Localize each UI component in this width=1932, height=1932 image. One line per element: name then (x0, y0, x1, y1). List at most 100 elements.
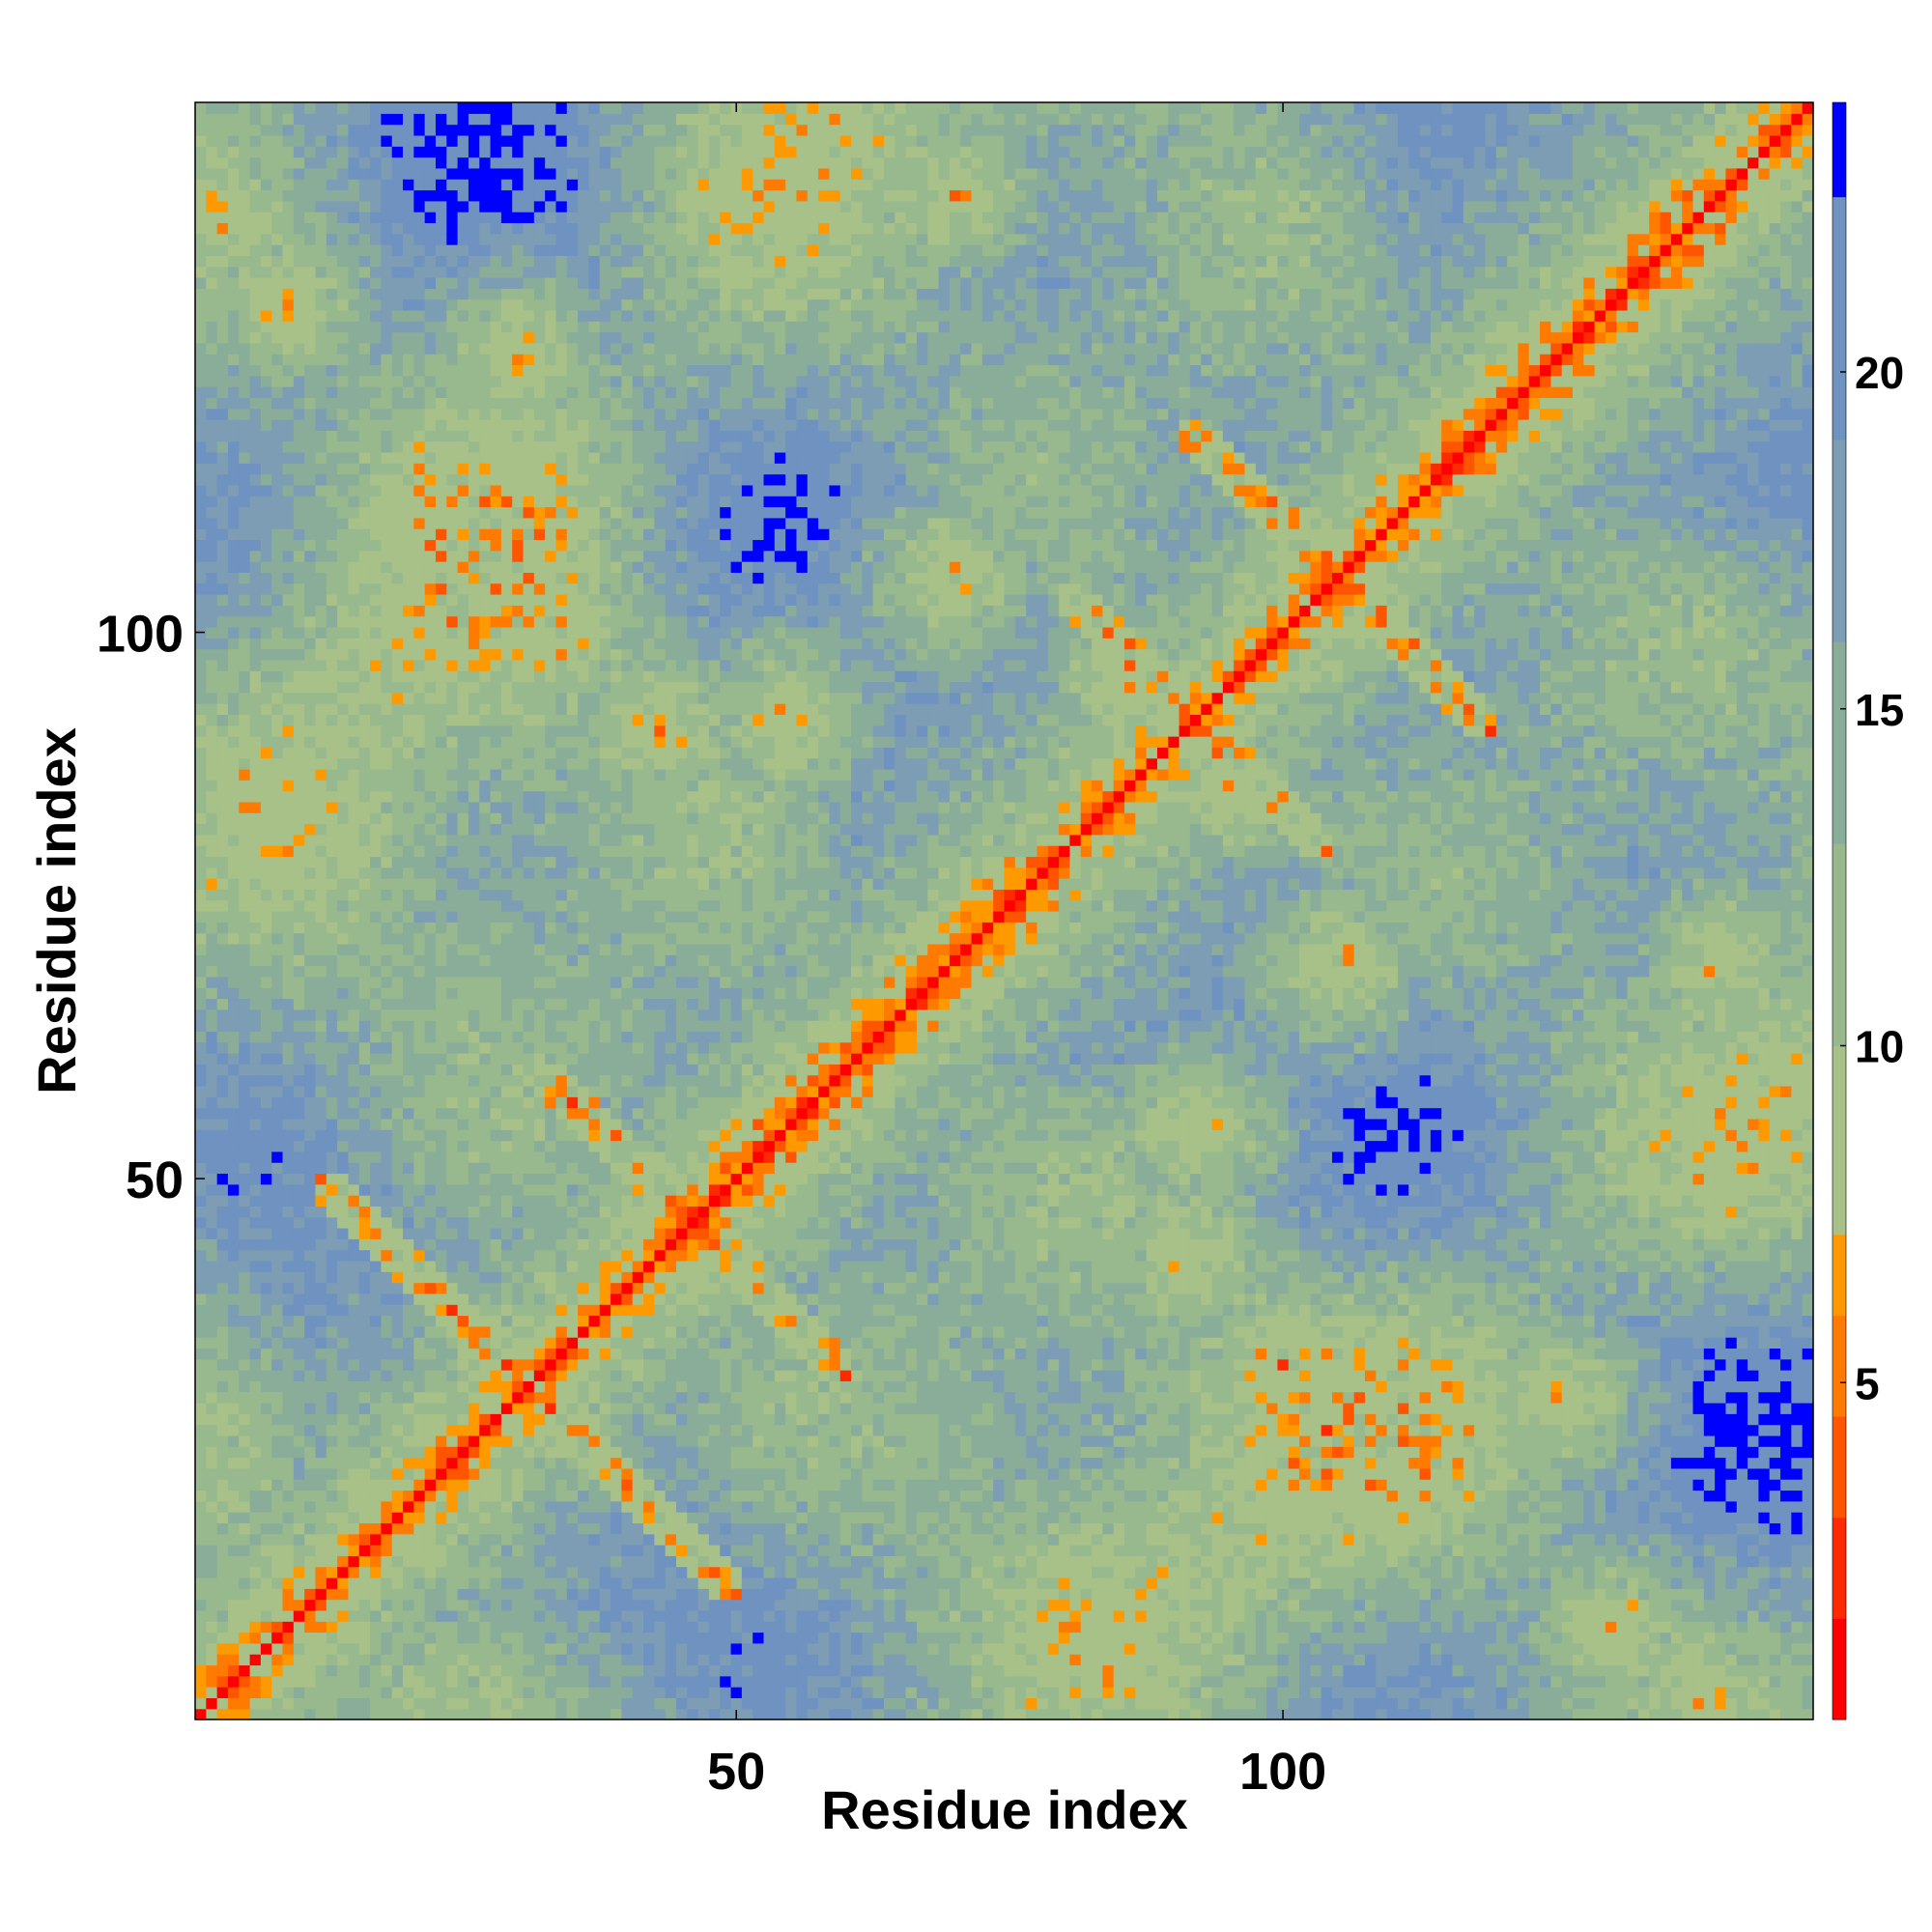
heatmap-cell (337, 1183, 350, 1196)
heatmap-cell (239, 408, 251, 420)
heatmap-cell (337, 954, 350, 967)
heatmap-cell (358, 1402, 371, 1414)
heatmap-cell (271, 451, 284, 464)
heatmap-cell (206, 506, 218, 519)
heatmap-cell (348, 517, 360, 529)
heatmap-cell (370, 638, 382, 650)
heatmap-cell (545, 911, 557, 923)
heatmap-cell (337, 397, 350, 410)
heatmap-cell (249, 102, 262, 114)
heatmap-cell (348, 1107, 360, 1120)
heatmap-cell (326, 976, 338, 988)
heatmap-cell (358, 1238, 371, 1251)
heatmap-cell (435, 113, 447, 126)
heatmap-cell (424, 987, 437, 1000)
heatmap-cell (490, 845, 502, 858)
heatmap-cell (195, 1129, 207, 1142)
heatmap-cell (293, 757, 305, 770)
heatmap-cell (533, 681, 546, 694)
heatmap-cell (545, 451, 557, 464)
heatmap-cell (545, 255, 557, 268)
heatmap-cell (282, 1500, 295, 1513)
heatmap-cell (326, 648, 338, 661)
heatmap-cell (381, 922, 393, 934)
heatmap-cell (195, 1096, 207, 1109)
heatmap-cell (479, 703, 492, 715)
heatmap-cell (512, 354, 525, 366)
heatmap-cell (195, 659, 207, 671)
heatmap-cell (249, 1031, 262, 1043)
heatmap-cell (457, 801, 469, 813)
heatmap-cell (282, 648, 295, 661)
heatmap-cell (239, 1512, 251, 1523)
heatmap-cell (293, 1566, 305, 1578)
heatmap-cell (512, 1391, 525, 1404)
heatmap-cell (424, 430, 437, 442)
heatmap-cell (512, 517, 525, 529)
heatmap-cell (216, 1282, 229, 1294)
heatmap-cell (457, 1031, 469, 1043)
heatmap-cell (533, 1402, 546, 1414)
heatmap-cell (195, 1577, 207, 1589)
heatmap-cell (391, 1697, 404, 1710)
heatmap-cell (403, 823, 414, 836)
heatmap-cell (424, 1271, 437, 1284)
heatmap-cell (315, 1085, 327, 1097)
heatmap-cell (195, 233, 207, 245)
heatmap-cell (227, 845, 240, 858)
heatmap-cell (239, 1206, 251, 1218)
heatmap-cell (403, 626, 414, 639)
heatmap-cell (282, 1282, 295, 1294)
heatmap-cell (206, 724, 218, 737)
heatmap-cell (424, 1566, 437, 1578)
heatmap-cell (348, 1162, 360, 1175)
heatmap-cell (260, 976, 272, 988)
heatmap-cell (216, 834, 229, 846)
heatmap-cell (512, 1293, 525, 1305)
heatmap-cell (523, 681, 535, 694)
heatmap-cell (500, 397, 513, 410)
heatmap-cell (326, 1162, 338, 1175)
heatmap-cell (391, 146, 404, 158)
heatmap-cell (468, 539, 480, 552)
heatmap-cell (260, 1260, 272, 1272)
heatmap-cell (403, 1074, 414, 1087)
heatmap-cell (337, 1085, 350, 1097)
heatmap-cell (413, 965, 426, 978)
heatmap-cell (468, 1282, 480, 1294)
heatmap-cell (391, 932, 404, 945)
heatmap-cell (293, 1687, 305, 1698)
heatmap-cell (293, 582, 305, 595)
heatmap-cell (326, 703, 338, 715)
heatmap-cell (227, 244, 240, 256)
heatmap-cell (435, 451, 447, 464)
heatmap-cell (413, 222, 426, 235)
heatmap-cell (326, 331, 338, 344)
heatmap-cell (304, 354, 317, 366)
heatmap-cell (413, 1577, 426, 1589)
heatmap-cell (490, 593, 502, 606)
heatmap-cell (446, 1577, 459, 1589)
heatmap-cell (216, 1577, 229, 1589)
heatmap-cell (337, 561, 350, 573)
heatmap-cell (195, 1304, 207, 1317)
heatmap-cell (271, 1293, 284, 1305)
heatmap-cell (403, 615, 414, 628)
heatmap-cell (271, 146, 284, 158)
heatmap-cell (206, 911, 218, 923)
heatmap-cell (206, 965, 218, 978)
heatmap-cell (555, 1162, 568, 1175)
heatmap-cell (304, 1402, 317, 1414)
heatmap-cell (260, 878, 272, 890)
heatmap-cell (206, 1402, 218, 1414)
heatmap-cell (249, 1260, 262, 1272)
heatmap-cell (293, 1162, 305, 1175)
heatmap-cell (555, 1315, 568, 1327)
heatmap-cell (326, 134, 338, 147)
heatmap-cell (282, 812, 295, 825)
heatmap-cell (457, 747, 469, 759)
heatmap-cell (512, 812, 525, 825)
heatmap-cell (315, 550, 327, 562)
heatmap-cell (370, 812, 382, 825)
heatmap-cell (358, 309, 371, 322)
